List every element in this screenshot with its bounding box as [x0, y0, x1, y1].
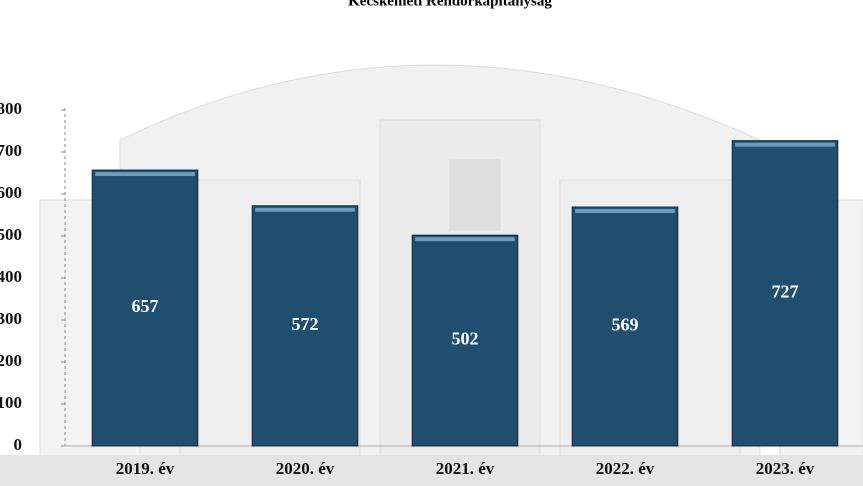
y-tick-label: 600	[0, 183, 22, 202]
y-tick-label: 700	[0, 141, 22, 160]
bar-highlight	[735, 143, 835, 147]
bar-highlight	[255, 208, 355, 212]
y-tick-label: 500	[0, 225, 22, 244]
y-tick-label: 0	[14, 435, 23, 454]
value-label: 569	[612, 315, 639, 335]
x-tick-label: 2020. év	[276, 459, 335, 478]
y-tick-label: 100	[0, 393, 22, 412]
x-tick-label: 2023. év	[756, 459, 815, 478]
x-tick-label: 2019. év	[116, 459, 175, 478]
chart-title: Kecskeméti Rendőrkapitányság	[348, 0, 552, 9]
value-label: 572	[292, 314, 319, 334]
value-label: 657	[132, 296, 159, 316]
page: Kecskeméti Rendőrkapitányság 0 100 200 300 4…	[0, 0, 863, 486]
value-label: 502	[452, 329, 479, 349]
y-tick-label: 300	[0, 309, 22, 328]
y-tick-label: 400	[0, 267, 22, 286]
x-tick-label: 2022. év	[596, 459, 655, 478]
value-label: 727	[772, 281, 799, 301]
x-tick-label: 2021. év	[436, 459, 495, 478]
y-tick-label: 200	[0, 351, 22, 370]
bar-highlight	[415, 237, 515, 241]
chart: Kecskeméti Rendőrkapitányság 0 100 200 300 4…	[0, 0, 863, 486]
bar-highlight	[575, 209, 675, 213]
bar-highlight	[95, 172, 195, 176]
y-tick-label: 800	[0, 99, 22, 118]
